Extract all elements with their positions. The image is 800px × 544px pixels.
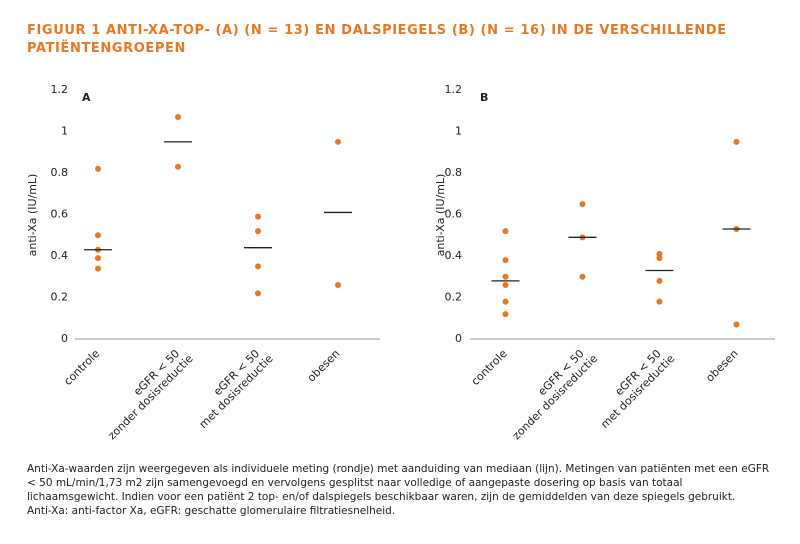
y-tick-label: 1.2	[445, 83, 463, 96]
x-tick-label: obesen	[703, 347, 740, 384]
point	[502, 228, 509, 235]
y-tick-label: 1	[61, 125, 68, 138]
x-tick-label: obesen	[305, 347, 342, 384]
x-tick-label: eGFR < 50zonder dosisreductie	[501, 343, 601, 443]
point	[95, 165, 101, 172]
y-tick-label: 0	[61, 332, 68, 345]
point	[502, 298, 509, 305]
y-tick-label: 0.8	[51, 166, 69, 179]
point	[255, 228, 261, 235]
point	[175, 163, 181, 170]
y-tick-label: 0.8	[445, 166, 463, 179]
notes: Anti-Xa-waarden zijn weergegeven als ind…	[27, 462, 777, 518]
y-tick-label: 0	[455, 332, 462, 345]
y-tick-label: 0.2	[445, 291, 463, 304]
point	[579, 201, 586, 208]
note: Anti-Xa-waarden zijn weergegeven als ind…	[27, 463, 770, 503]
point	[255, 213, 261, 220]
y-tick-label: 0.2	[51, 291, 69, 304]
x-tick-label: eGFR < 50met dosisreductie	[187, 343, 275, 431]
y-tick-label: 0.4	[445, 249, 463, 262]
point	[656, 277, 663, 284]
y-tick-label: 0.6	[445, 208, 463, 221]
point	[335, 138, 341, 145]
x-tick-label: controle	[469, 347, 510, 388]
x-tick-label-line: controle	[61, 347, 102, 388]
x-tick-label-line: obesen	[703, 347, 740, 384]
point	[255, 290, 261, 297]
point	[335, 282, 341, 289]
panel-label: A	[82, 91, 91, 104]
panel-label: B	[480, 91, 488, 104]
y-tick-label: 1.2	[51, 83, 69, 96]
x-tick-label-line: zonder dosisreductie	[510, 352, 600, 442]
point	[502, 311, 509, 318]
x-tick-label-line: controle	[469, 347, 510, 388]
point	[502, 273, 509, 280]
x-tick-label-line: zonder dosisreductie	[105, 352, 195, 442]
point	[656, 298, 663, 305]
point	[502, 282, 509, 289]
point	[175, 113, 181, 120]
x-tick-label: eGFR < 50zonder dosisreductie	[96, 343, 196, 443]
x-tick-label: controle	[61, 347, 102, 388]
point	[95, 265, 101, 272]
point	[656, 255, 663, 262]
point	[733, 138, 740, 145]
point	[579, 273, 586, 280]
note: Anti-Xa: anti-factor Xa, eGFR: geschatte…	[27, 505, 396, 517]
x-tick-label: eGFR < 50met dosisreductie	[589, 343, 677, 431]
point	[733, 321, 740, 328]
y-axis-label: anti-Xa (IU/mL)	[434, 174, 447, 257]
figure-title: FIGUUR 1 ANTI-XA-TOP- (A) (N = 13) EN DA…	[27, 23, 727, 56]
point	[656, 250, 663, 257]
y-tick-label: 1	[455, 125, 462, 138]
point	[502, 257, 509, 264]
point	[255, 263, 261, 270]
x-tick-label-line: obesen	[305, 347, 342, 384]
y-tick-label: 0.4	[51, 249, 69, 262]
y-tick-label: 0.6	[51, 208, 69, 221]
point	[95, 232, 101, 239]
y-axis-label: anti-Xa (IU/mL)	[26, 174, 39, 257]
point	[95, 255, 101, 262]
